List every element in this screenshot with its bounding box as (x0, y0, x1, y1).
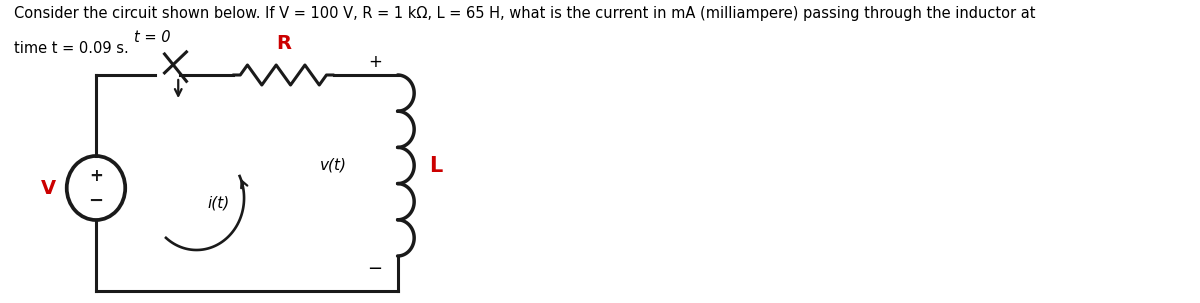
Text: −: − (367, 260, 383, 278)
Text: V: V (41, 178, 56, 198)
Text: v(t): v(t) (320, 158, 347, 173)
Text: Consider the circuit shown below. If V = 100 V, R = 1 kΩ, L = 65 H, what is the : Consider the circuit shown below. If V =… (13, 6, 1036, 21)
Text: i(t): i(t) (208, 195, 229, 211)
Text: t = 0: t = 0 (134, 30, 170, 45)
Text: −: − (89, 192, 103, 210)
Text: L: L (430, 155, 443, 175)
Text: +: + (89, 167, 103, 185)
Text: R: R (276, 34, 290, 53)
Text: time t = 0.09 s.: time t = 0.09 s. (13, 41, 128, 56)
Text: +: + (368, 53, 382, 71)
